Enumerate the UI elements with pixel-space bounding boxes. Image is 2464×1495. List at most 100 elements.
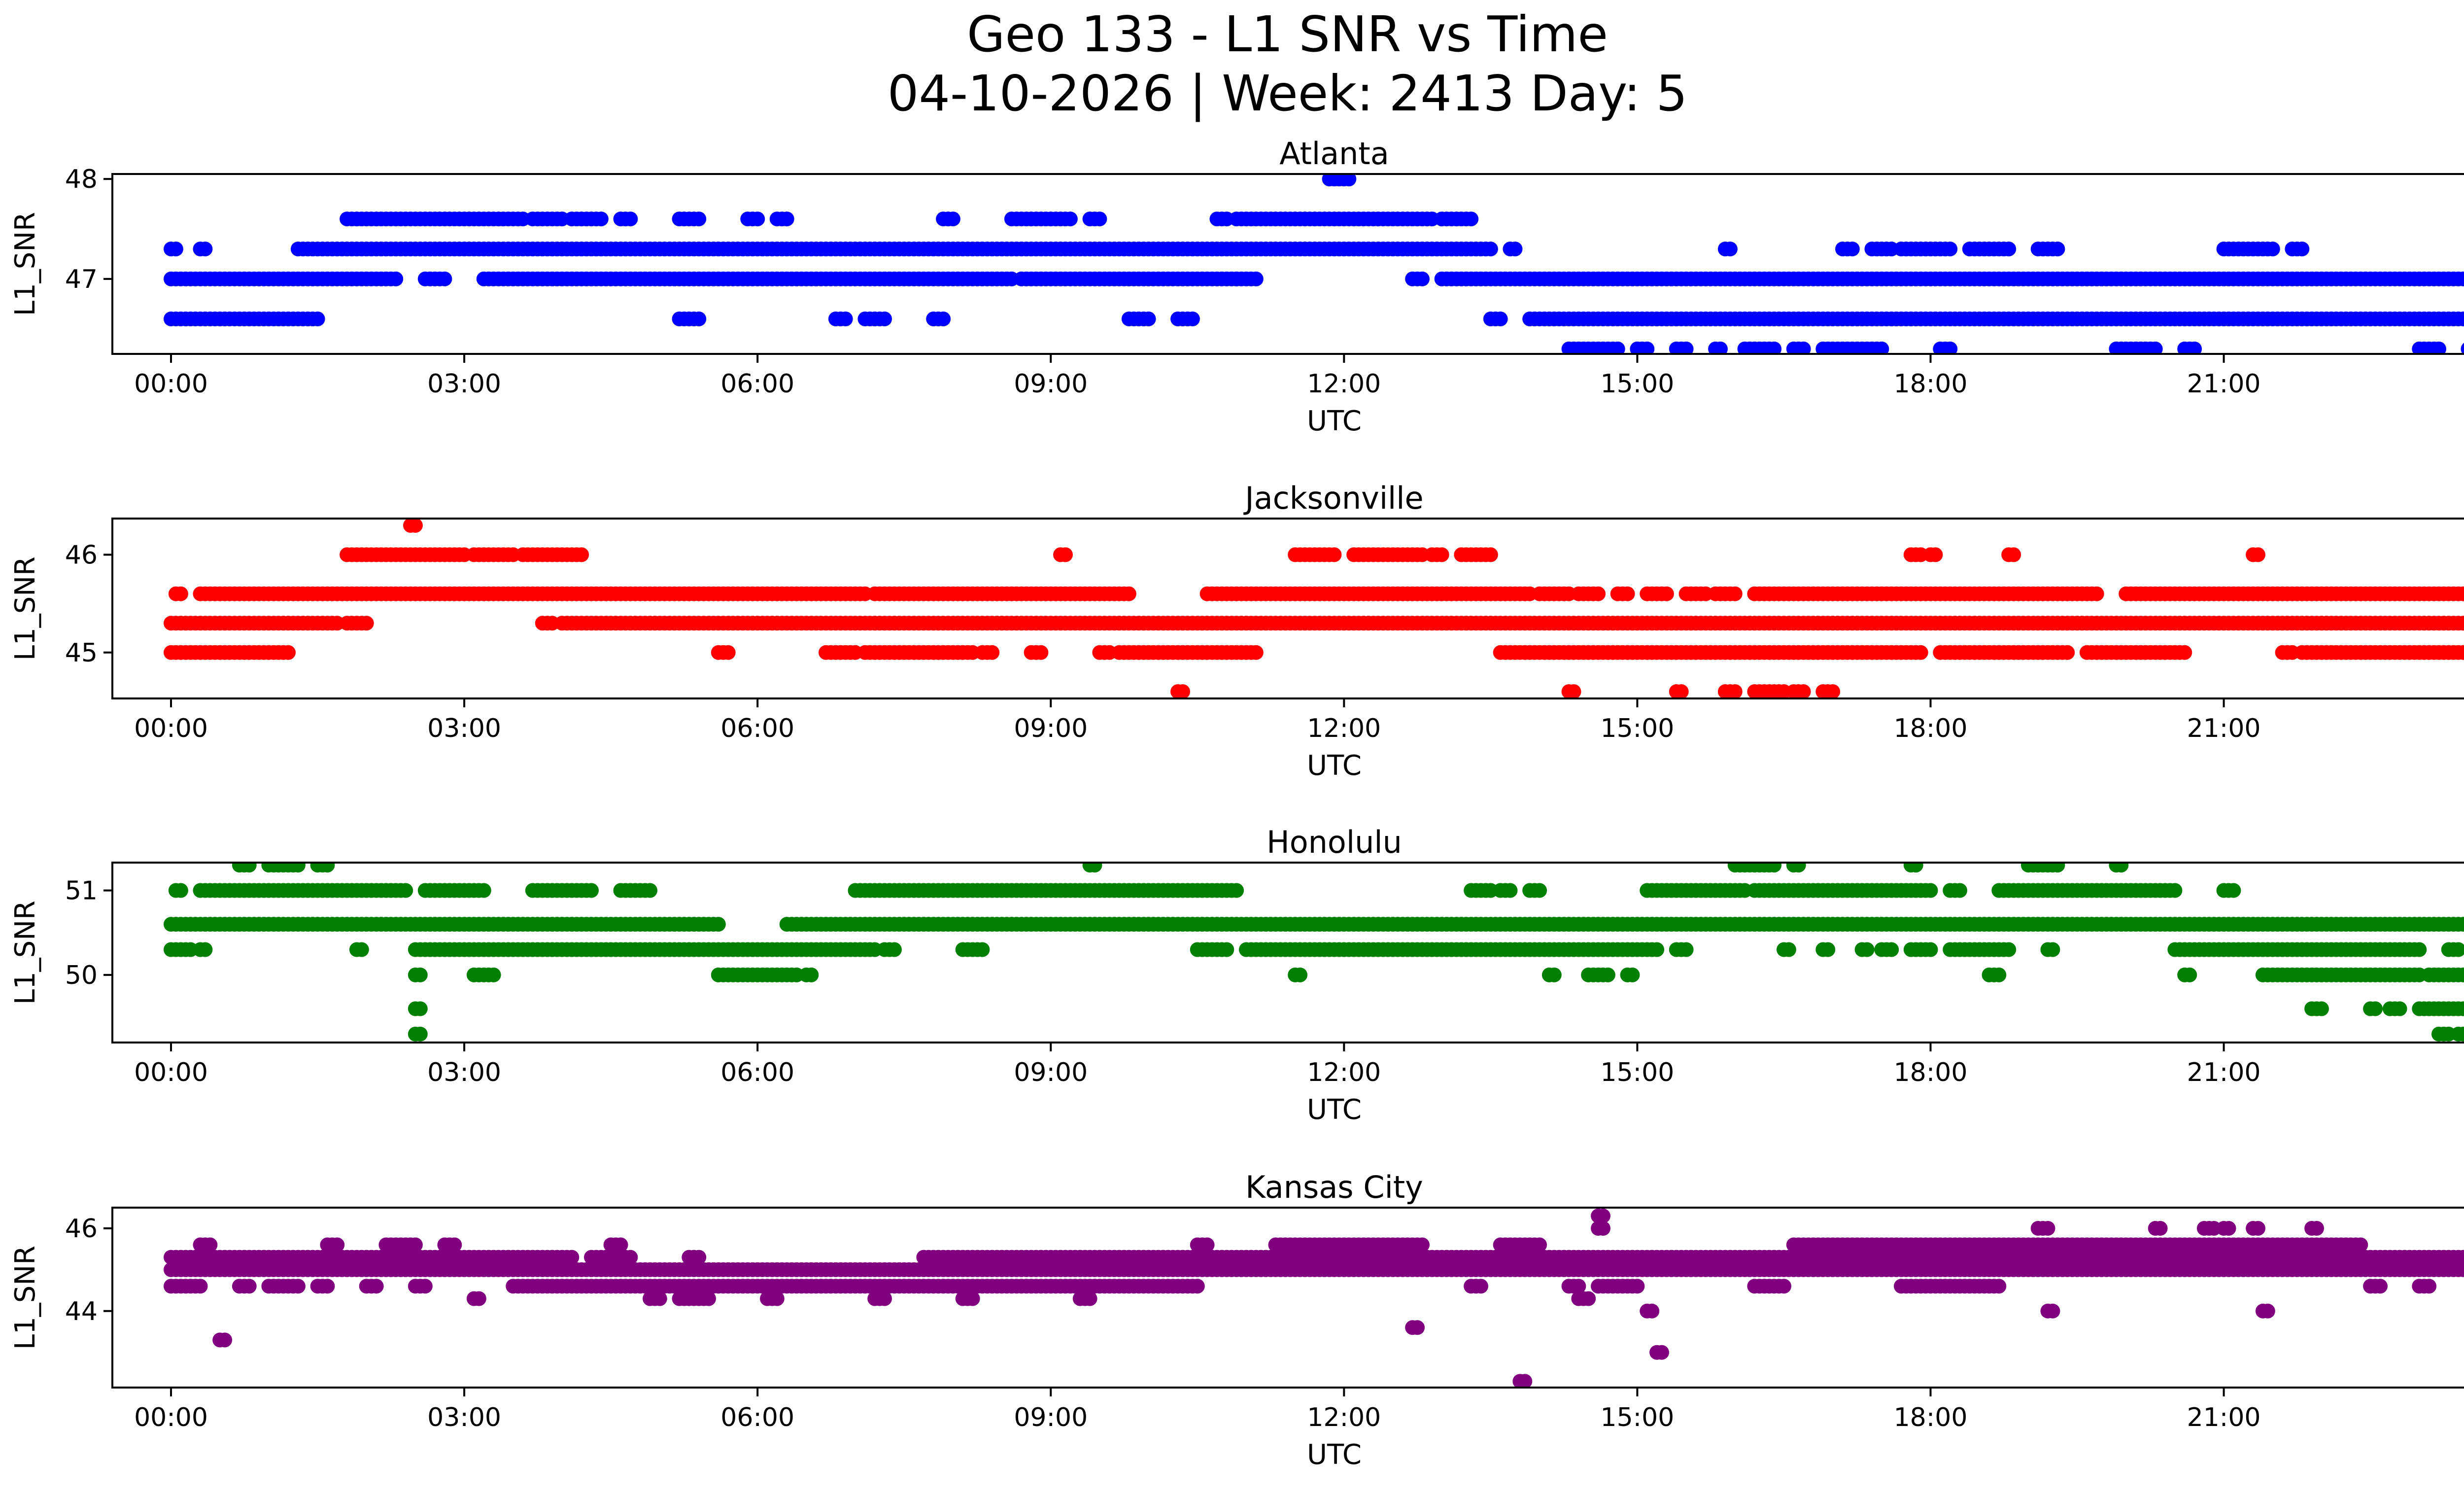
scatter-point [2167, 883, 2183, 898]
scatter-point [643, 883, 657, 898]
scatter-point [408, 1237, 423, 1252]
scatter-point [2001, 942, 2017, 957]
x-tick-label: 21:00 [2187, 369, 2261, 399]
scatter-point [320, 1279, 335, 1294]
scatter-points [164, 1208, 2464, 1389]
scatter-point [2251, 547, 2265, 562]
scatter-series [164, 1279, 2437, 1294]
scatter-point [1845, 242, 1860, 257]
scatter-point [1507, 242, 1523, 257]
scatter-point [593, 211, 609, 227]
x-tick-label: 00:00 [134, 1058, 208, 1087]
scatter-point [1566, 684, 1581, 699]
scatter-point [1610, 341, 1625, 355]
scatter-point [1791, 862, 1806, 873]
scatter-series [1322, 173, 1357, 187]
x-tick-label: 21:00 [2187, 1058, 2261, 1087]
scatter-point [1434, 547, 1449, 562]
scatter-point [2045, 942, 2060, 957]
scatter-point [168, 242, 183, 257]
scatter-series [340, 211, 1479, 227]
scatter-point [1727, 586, 1743, 601]
scatter-point [1923, 883, 1938, 898]
scatter-point [198, 942, 213, 957]
scatter-point [1825, 684, 1841, 699]
axes-frame [111, 862, 2464, 1043]
scatter-point [1722, 242, 1738, 257]
scatter-series [164, 1250, 2464, 1265]
scatter-point [359, 616, 374, 631]
x-tick-label: 03:00 [427, 1058, 501, 1087]
scatter-point [1058, 547, 1073, 562]
scatter-series [168, 883, 2241, 898]
y-tick-label: 50 [65, 961, 98, 990]
scatter-series [408, 1001, 2464, 1016]
y-tick-label: 45 [65, 638, 98, 668]
scatter-point [486, 967, 501, 982]
y-axis-label: L1_SNR [9, 556, 41, 661]
scatter-point [701, 1291, 716, 1306]
scatter-point [1033, 645, 1049, 660]
x-tick-label: 12:00 [1307, 1058, 1381, 1087]
scatter-point [2368, 1001, 2383, 1016]
scatter-point [1777, 1279, 1791, 1294]
scatter-point [1532, 883, 1547, 898]
scatter-series [1170, 684, 1841, 699]
scatter-series [164, 312, 2464, 326]
scatter-point [2461, 1263, 2464, 1276]
scatter-point [652, 1291, 667, 1306]
scatter-point [1952, 883, 1967, 898]
scatter-point [2461, 273, 2464, 285]
scatter-point [2422, 1279, 2437, 1294]
figure-title-line-2: 04-10-2026 | Week: 2413 Day: 5 [887, 65, 1688, 122]
x-tick-label: 21:00 [2187, 714, 2261, 743]
scatter-point [877, 312, 892, 326]
scatter-point [412, 1001, 428, 1016]
scatter-point [1859, 942, 1875, 957]
scatter-point [2461, 617, 2464, 629]
scatter-point [1229, 883, 1244, 898]
scatter-point [750, 211, 765, 227]
scatter-point [2148, 341, 2163, 355]
scatter-point [1464, 211, 1479, 227]
scatter-point [1082, 1291, 1097, 1306]
scatter-point [476, 883, 491, 898]
scatter-point [769, 1291, 785, 1306]
scatter-point [173, 586, 188, 601]
figure-title-line-1: Geo 133 - L1 SNR vs Time [967, 5, 1608, 63]
scatter-point [2456, 1026, 2464, 1042]
scatter-point [1991, 1279, 2007, 1294]
x-tick-label: 18:00 [1894, 369, 1968, 399]
x-tick-label: 06:00 [720, 714, 794, 743]
scatter-point [691, 1250, 707, 1265]
y-tick-label: 48 [65, 165, 98, 194]
scatter-point [711, 917, 726, 932]
scatter-point [1087, 862, 1102, 873]
scatter-point [408, 518, 423, 533]
scatter-point [412, 967, 428, 982]
scatter-point [2182, 967, 2197, 982]
x-tick-label: 12:00 [1307, 369, 1381, 399]
x-tick-label: 15:00 [1600, 369, 1674, 399]
scatter-point [1678, 942, 1694, 957]
x-tick-label: 00:00 [134, 714, 208, 743]
scatter-point [1943, 341, 1958, 355]
scatter-point [691, 211, 707, 227]
scatter-point [1908, 862, 1923, 873]
scatter-point [2392, 1001, 2407, 1016]
scatter-point [779, 211, 794, 227]
scatter-point [1649, 942, 1665, 957]
scatter-point [1190, 1279, 1205, 1294]
scatter-point [2461, 1251, 2464, 1264]
scatter-point [1928, 547, 1943, 562]
scatter-points [164, 173, 2464, 355]
scatter-series [340, 547, 2265, 562]
scatter-point [2461, 588, 2464, 600]
scatter-point [241, 1279, 257, 1294]
scatter-point [2451, 942, 2464, 957]
scatter-point [2060, 645, 2075, 660]
scatter-point [1199, 1237, 1215, 1252]
